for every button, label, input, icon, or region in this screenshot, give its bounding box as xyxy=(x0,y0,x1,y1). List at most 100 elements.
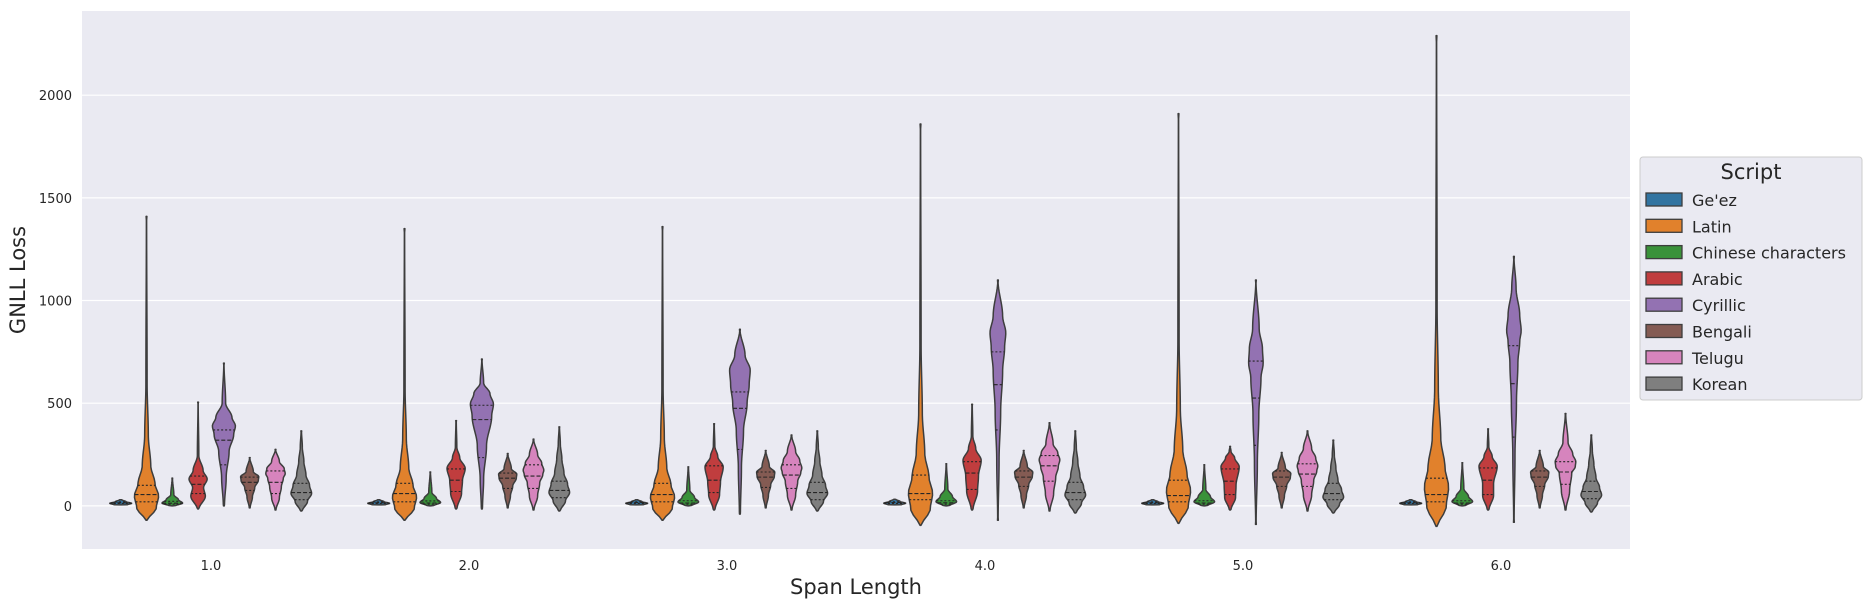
violin xyxy=(935,463,958,507)
violin-body xyxy=(1451,462,1474,507)
legend-item: Chinese characters xyxy=(1645,244,1846,263)
legend-swatch xyxy=(1645,376,1683,391)
violin xyxy=(161,477,184,507)
violin xyxy=(522,438,545,511)
violin xyxy=(962,403,982,511)
y-tick-label: 2000 xyxy=(39,89,72,104)
violin-body xyxy=(133,215,160,521)
x-tick-label: 5.0 xyxy=(1233,559,1254,574)
x-axis-title: Span Length xyxy=(790,575,922,599)
violin xyxy=(1423,34,1450,528)
legend-swatch xyxy=(1645,350,1683,365)
violin-body xyxy=(419,471,442,507)
violin-body xyxy=(446,419,466,510)
violin xyxy=(780,434,803,511)
violin xyxy=(1399,498,1423,506)
violin xyxy=(446,419,466,510)
violin xyxy=(989,279,1007,521)
violin-body xyxy=(1193,464,1216,507)
legend-label: Arabic xyxy=(1692,270,1743,289)
violin-body xyxy=(989,279,1007,521)
violin xyxy=(548,426,571,512)
x-tick-label: 6.0 xyxy=(1491,559,1512,574)
violin xyxy=(133,215,160,521)
violin xyxy=(1322,439,1345,514)
violin-body xyxy=(1529,449,1550,509)
violin-body xyxy=(1165,112,1192,525)
y-tick-label: 1500 xyxy=(39,192,72,207)
violin xyxy=(1165,112,1192,525)
legend-label: Ge'ez xyxy=(1692,191,1737,210)
violin xyxy=(883,498,907,506)
violin-body xyxy=(522,438,545,511)
violin xyxy=(649,225,676,521)
violin xyxy=(265,448,286,511)
legend-swatch xyxy=(1645,271,1683,286)
violin-body xyxy=(704,422,724,511)
legend-label: Chinese characters xyxy=(1692,244,1846,263)
violin-body xyxy=(1478,428,1498,511)
violin-body xyxy=(391,227,418,521)
violin xyxy=(677,466,700,507)
violin-body xyxy=(677,466,700,507)
violin xyxy=(290,430,313,512)
violin-body xyxy=(1322,439,1345,514)
violin-body xyxy=(1013,449,1034,509)
violin-body xyxy=(649,225,676,521)
legend-swatch xyxy=(1645,297,1683,312)
violin xyxy=(1141,498,1165,506)
violin xyxy=(211,362,237,507)
violin xyxy=(806,430,829,512)
violin-body xyxy=(497,452,518,509)
violin xyxy=(625,498,649,506)
violin xyxy=(367,498,391,506)
violins xyxy=(109,34,1603,528)
violin xyxy=(1193,464,1216,507)
violin xyxy=(1013,449,1034,509)
x-tick-labels: 1.0 2.0 3.0 4.0 5.0 6.0 xyxy=(201,559,1512,574)
violin-body xyxy=(211,362,237,507)
violin xyxy=(1247,279,1264,526)
violin-body xyxy=(962,403,982,511)
violin xyxy=(391,227,418,521)
violin-body xyxy=(290,430,313,512)
violin xyxy=(1296,430,1319,512)
legend-title: Script xyxy=(1721,160,1782,184)
x-tick-label: 3.0 xyxy=(717,559,738,574)
y-axis-title: GNLL Loss xyxy=(6,226,30,334)
violin xyxy=(1451,462,1474,507)
violin-body xyxy=(1580,434,1603,513)
legend-swatch xyxy=(1645,244,1683,260)
violin-body xyxy=(161,477,184,507)
legend-label: Cyrillic xyxy=(1692,296,1746,315)
violin-body xyxy=(728,328,751,515)
violin xyxy=(1220,445,1240,511)
legend-item: Bengali xyxy=(1645,323,1752,342)
violin-body xyxy=(755,449,776,509)
violin xyxy=(1271,451,1292,509)
violin xyxy=(1478,428,1498,511)
legend-item: Latin xyxy=(1645,217,1732,236)
x-tick-label: 2.0 xyxy=(459,559,480,574)
violin-body xyxy=(1505,255,1522,524)
violin xyxy=(755,449,776,509)
violin xyxy=(239,456,260,509)
violin xyxy=(1505,255,1522,524)
grid-lines xyxy=(82,94,1630,507)
violin xyxy=(469,358,495,510)
violin-body xyxy=(188,401,208,510)
x-tick-label: 4.0 xyxy=(975,559,996,574)
legend-label: Latin xyxy=(1692,217,1732,236)
legend-item: Cyrillic xyxy=(1645,296,1746,315)
violin-body xyxy=(1247,279,1264,526)
legend-frame xyxy=(1639,156,1863,401)
violin-body xyxy=(907,123,934,527)
violin xyxy=(1529,449,1550,509)
violin xyxy=(704,422,724,511)
x-tick-label: 1.0 xyxy=(201,559,222,574)
y-tick-label: 500 xyxy=(47,397,72,412)
legend-items: Ge'ez Latin Chinese characters Arabic Cyrill… xyxy=(1645,191,1846,394)
legend-item: Arabic xyxy=(1645,270,1743,289)
violin-body xyxy=(1296,430,1319,512)
